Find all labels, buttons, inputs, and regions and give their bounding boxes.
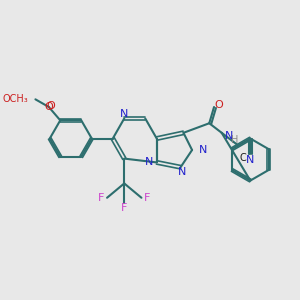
Text: F: F — [144, 193, 150, 203]
Text: F: F — [121, 203, 127, 213]
Text: N: N — [120, 109, 128, 119]
Text: O: O — [44, 102, 53, 112]
Text: O: O — [46, 101, 55, 111]
Text: N: N — [145, 158, 153, 167]
Text: N: N — [199, 145, 207, 155]
Text: N: N — [224, 131, 233, 141]
Text: F: F — [98, 193, 104, 203]
Text: H: H — [231, 135, 239, 146]
Text: C: C — [239, 153, 246, 163]
Text: N: N — [246, 154, 254, 165]
Text: OCH₃: OCH₃ — [2, 94, 28, 104]
Text: O: O — [214, 100, 223, 110]
Text: N: N — [178, 167, 187, 177]
